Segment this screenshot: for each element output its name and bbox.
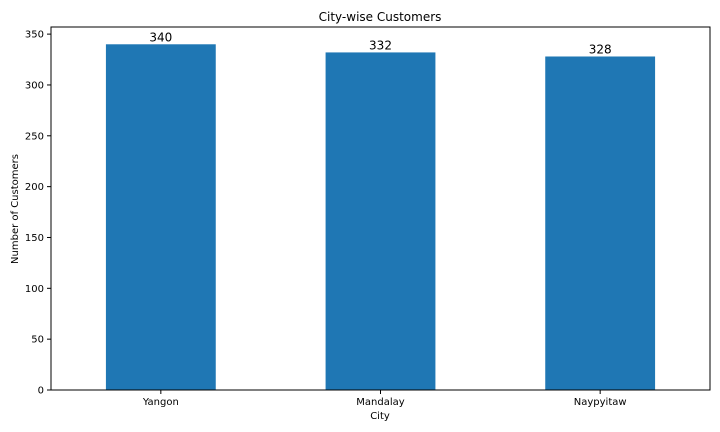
plot-frame — [50, 26, 711, 391]
data-labels-group: 340 332 328 — [149, 30, 611, 56]
y-axis-ticks: 0 50 100 150 200 250 300 350 — [25, 30, 51, 397]
bars-group — [105, 44, 656, 391]
y-tick-label: 200 — [25, 182, 44, 193]
x-tick-label: Yangon — [142, 397, 179, 408]
bar-naypyitaw — [545, 56, 656, 390]
bar-mandalay — [325, 52, 436, 391]
x-axis-label: City — [370, 411, 390, 422]
bar-yangon — [105, 44, 216, 391]
y-tick-label: 150 — [25, 233, 44, 244]
x-tick-label: Mandalay — [356, 397, 404, 408]
y-tick-label: 350 — [25, 30, 44, 41]
y-axis-label: Number of Customers — [10, 154, 21, 264]
chart-title: City-wise Customers — [319, 10, 442, 24]
x-axis-ticks: Yangon Mandalay Naypyitaw — [142, 390, 627, 408]
data-label-mandalay: 332 — [369, 38, 392, 52]
x-tick-label: Naypyitaw — [574, 397, 627, 408]
y-tick-label: 250 — [25, 131, 44, 142]
data-label-yangon: 340 — [149, 30, 172, 44]
y-tick-label: 300 — [25, 80, 44, 91]
y-tick-label: 50 — [31, 335, 44, 346]
y-tick-label: 100 — [25, 284, 44, 295]
data-label-naypyitaw: 328 — [589, 42, 612, 56]
y-tick-label: 0 — [38, 386, 44, 397]
